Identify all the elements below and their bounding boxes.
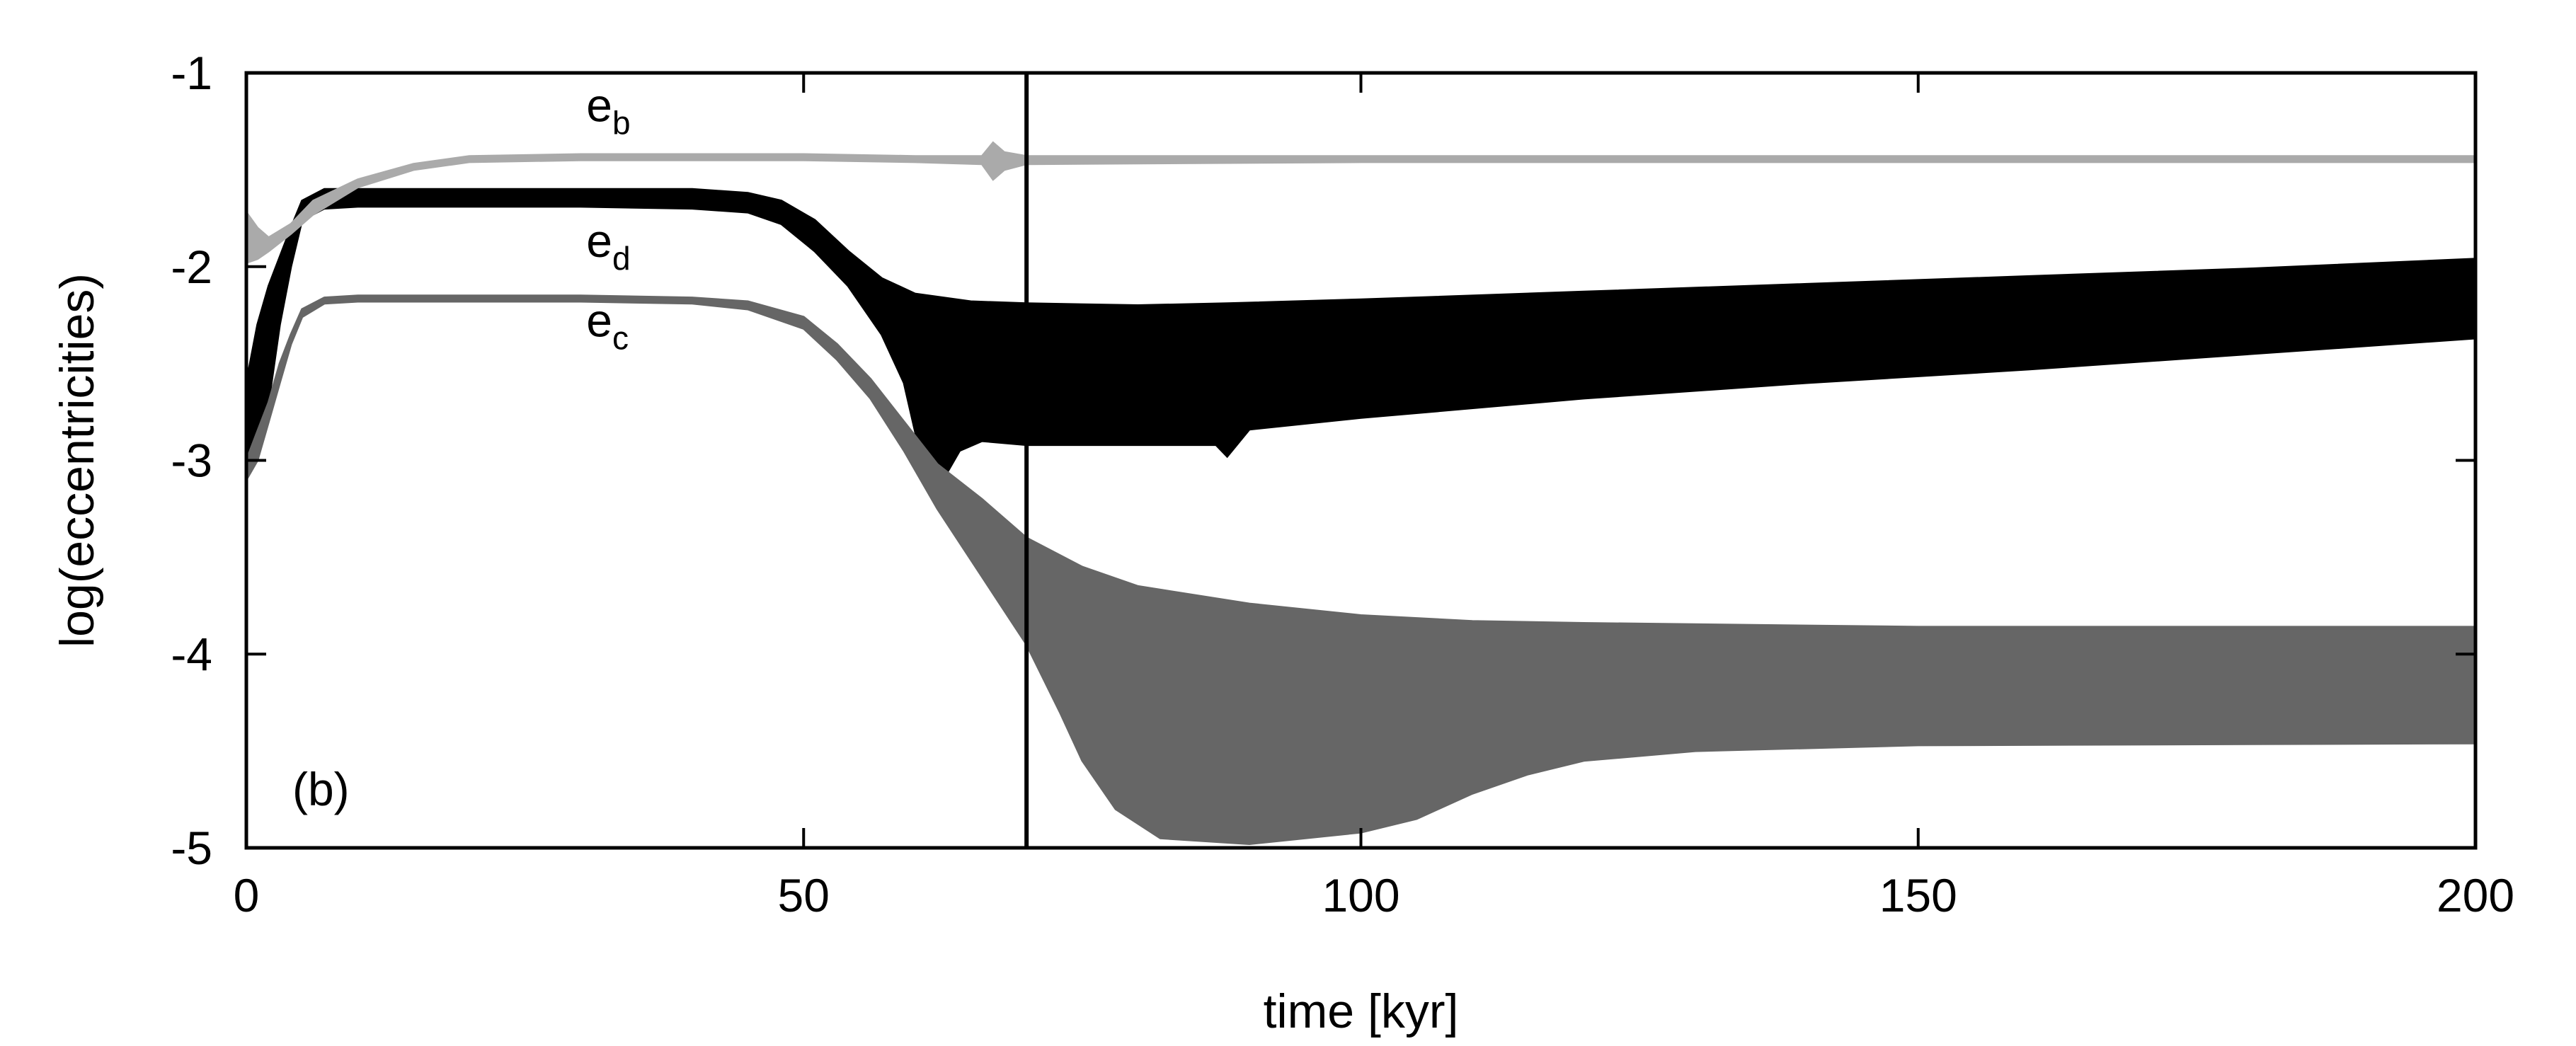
panel-label: (b) — [292, 763, 350, 815]
x-axis-title: time [kyr] — [1264, 984, 1459, 1038]
y-tick-label: -3 — [171, 435, 212, 487]
series-label-e-d: ed — [586, 214, 630, 277]
series-labels-layer: eb ed ec — [586, 79, 630, 356]
y-tick-label: -5 — [171, 822, 212, 874]
x-tick-label: 50 — [778, 869, 830, 921]
ticks-layer: 0 50 100 150 200 -1 -2 -3 -4 -5 — [171, 47, 2514, 921]
x-tick-label: 150 — [1879, 869, 1957, 921]
series-band-e-c — [245, 294, 2477, 846]
x-tick-label: 200 — [2437, 869, 2514, 921]
y-axis-title: log(eccentricities) — [50, 273, 104, 648]
series-layer — [245, 141, 2477, 846]
y-tick-label: -4 — [171, 628, 212, 680]
y-tick-label: -2 — [171, 241, 212, 293]
series-label-e-c: ec — [586, 294, 629, 356]
x-tick-label: 0 — [234, 869, 260, 921]
series-band-e-d — [245, 188, 2477, 491]
x-tick-label: 100 — [1322, 869, 1399, 921]
series-label-e-b: eb — [586, 79, 630, 141]
y-tick-label: -1 — [171, 47, 212, 99]
